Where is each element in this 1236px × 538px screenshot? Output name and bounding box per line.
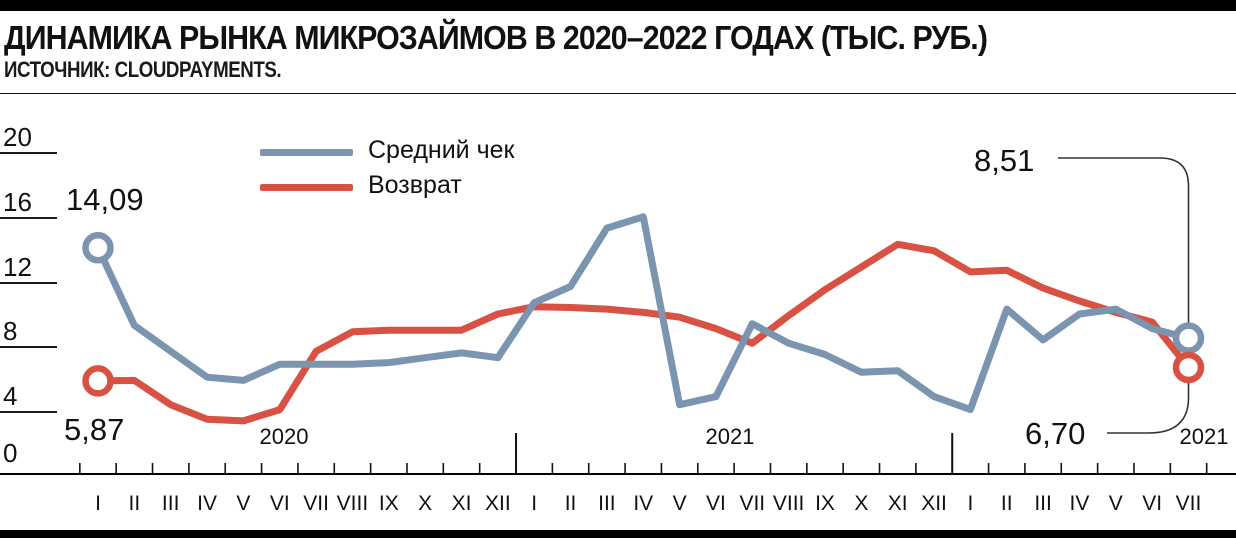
legend-swatch-return xyxy=(260,184,353,191)
month-label: VI xyxy=(269,492,290,515)
year-label-right: 2021 xyxy=(1179,424,1229,449)
month-label: VI xyxy=(706,492,726,515)
legend-label-avg-check: Средний чек xyxy=(368,136,515,164)
legend-swatch-avg-check xyxy=(260,149,353,156)
month-label: II xyxy=(564,492,577,515)
month-label: III xyxy=(161,492,180,515)
legend-label-return: Возврат xyxy=(368,171,462,199)
month-label: III xyxy=(1034,492,1052,515)
y-tick-label: 0 xyxy=(3,438,18,468)
month-label: I xyxy=(967,492,974,515)
y-tick-label: 4 xyxy=(3,381,18,412)
header-divider xyxy=(0,93,1236,94)
series-line-return xyxy=(97,240,1192,425)
bottom-black-bar xyxy=(0,530,1236,538)
series-line-avg-check xyxy=(94,213,1190,414)
month-label: V xyxy=(236,492,251,515)
y-gridline-stub xyxy=(0,346,57,349)
value-label-start-return: 5,87 xyxy=(64,412,125,447)
year-label-2021: 2021 xyxy=(705,424,755,449)
marker-start-return xyxy=(82,365,114,397)
month-label: X xyxy=(418,492,433,515)
month-label: VII xyxy=(1175,492,1202,515)
y-tick-label: 20 xyxy=(3,122,32,152)
month-label: V xyxy=(672,492,687,515)
month-label: I xyxy=(531,492,538,515)
month-label: II xyxy=(1000,492,1013,515)
y-gridline-stub xyxy=(0,281,57,284)
month-label: IV xyxy=(633,492,654,515)
month-label: IX xyxy=(815,492,835,515)
month-label: IV xyxy=(1069,492,1090,515)
top-black-bar xyxy=(0,0,1236,11)
callout-connector-line xyxy=(1058,157,1190,434)
month-label: X xyxy=(854,492,869,515)
month-label: III xyxy=(598,492,616,515)
y-tick-label: 12 xyxy=(3,251,32,282)
year-label-2020: 2020 xyxy=(259,424,309,449)
chart-title: ДИНАМИКА РЫНКА МИКРОЗАЙМОВ В 2020–2022 Г… xyxy=(4,19,988,56)
y-gridline-stub xyxy=(0,216,57,219)
marker-end-avg-check xyxy=(1172,322,1205,354)
month-label: XII xyxy=(485,492,511,515)
value-label-end-avg: 8,51 xyxy=(974,143,1035,178)
value-label-start-avg: 14,09 xyxy=(66,182,144,217)
month-label: VIII xyxy=(336,492,369,515)
month-label: VII xyxy=(739,492,766,515)
y-gridline-stub xyxy=(0,411,57,414)
month-label: VI xyxy=(1142,492,1163,515)
y-tick-label: 8 xyxy=(3,316,18,347)
source-line: ИСТОЧНИК: CLOUDPAYMENTS. xyxy=(4,57,282,82)
month-label: VIII xyxy=(772,492,805,515)
month-label: VII xyxy=(303,492,329,515)
month-label: V xyxy=(1108,492,1123,515)
month-label: IX xyxy=(378,492,399,515)
month-label: XI xyxy=(451,492,472,515)
y-tick-label: 16 xyxy=(3,186,32,217)
marker-end-return xyxy=(1172,351,1205,384)
month-label: IV xyxy=(197,492,217,515)
month-label: I xyxy=(95,492,101,515)
value-label-end-return: 6,70 xyxy=(1025,416,1086,451)
month-label: XI xyxy=(887,492,908,515)
marker-start-avg-check xyxy=(82,231,114,264)
month-label: XII xyxy=(921,492,947,515)
y-gridline-stub xyxy=(0,152,57,154)
month-label: II xyxy=(128,492,141,515)
